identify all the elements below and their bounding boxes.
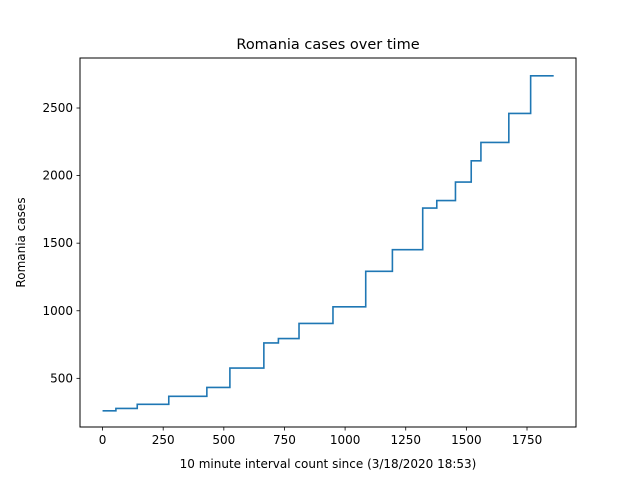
x-axis-label: 10 minute interval count since (3/18/202…	[180, 457, 477, 471]
y-tick-label: 2000	[42, 169, 73, 183]
series-line-0	[102, 75, 554, 412]
y-tick-label: 1000	[42, 304, 73, 318]
x-tick-label: 1250	[390, 433, 421, 447]
x-tick-label: 1000	[330, 433, 361, 447]
x-tick-label: 0	[99, 433, 107, 447]
y-axis-label: Romania cases	[14, 197, 28, 287]
axes-frame	[79, 57, 577, 428]
y-tick-label: 500	[50, 371, 73, 385]
x-tick-label: 500	[212, 433, 235, 447]
tick-group: 0 250 500 750 1000 1250 1500 1750 500 1000 1500 200…	[42, 101, 542, 447]
x-tick-label: 250	[152, 433, 175, 447]
x-tick-label: 750	[273, 433, 296, 447]
x-tick-label: 1750	[512, 433, 543, 447]
y-tick-label: 1500	[42, 236, 73, 250]
chart-title: Romania cases over time	[236, 37, 419, 53]
y-tick-label: 2500	[42, 101, 73, 115]
x-tick-label: 1500	[451, 433, 482, 447]
plot-area	[102, 75, 554, 412]
